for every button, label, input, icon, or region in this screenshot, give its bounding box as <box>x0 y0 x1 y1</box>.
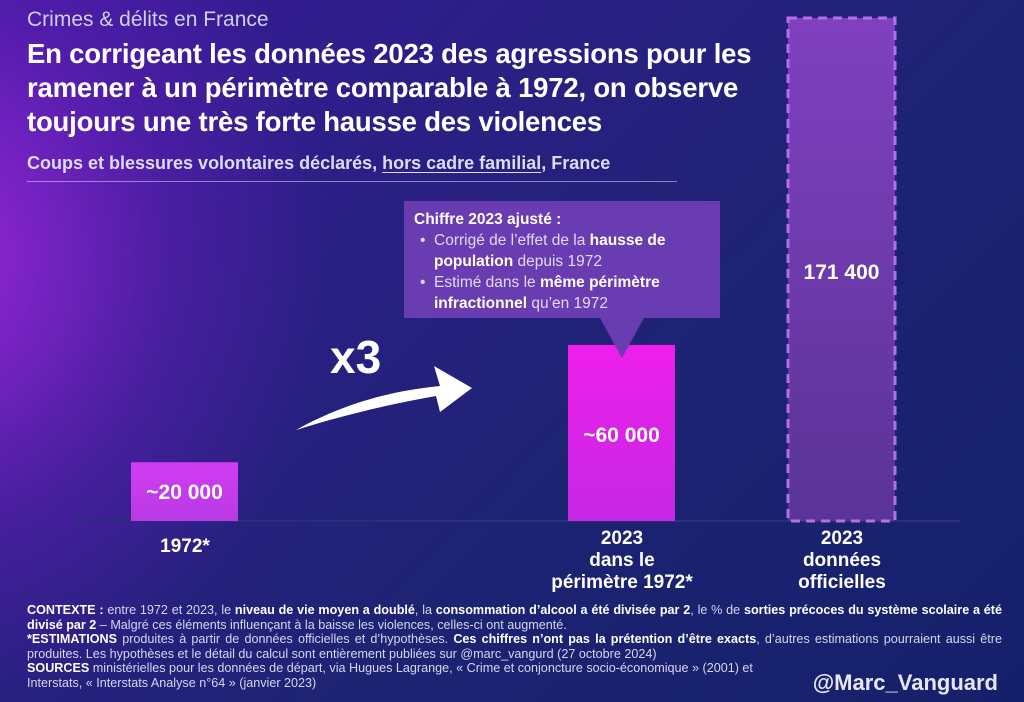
callout-b2-c: qu’en 1972 <box>527 295 609 312</box>
context-text-6: sorties précoces du système scolaire a é… <box>27 603 1002 632</box>
category-1972-line-1: 1972* <box>160 536 210 557</box>
chart-title: En corrigeant les données 2023 des agres… <box>27 38 752 137</box>
category-label-2023-official: 2023 données officielles <box>770 528 914 594</box>
context-text-5: , le % de <box>690 603 744 617</box>
multiplier-label: x3 <box>330 331 382 383</box>
subtitle-part-1: Coups et blessures volontaires déclarés, <box>27 153 383 173</box>
context-text-4: consommation d’alcool a été divisée par … <box>435 603 691 617</box>
estimations-text-1: produites à partir de données officielle… <box>117 632 454 647</box>
callout-pointer <box>600 318 644 358</box>
context-text-1: entre 1972 et 2023, le <box>103 603 235 617</box>
growth-arrow <box>296 366 472 430</box>
category-off-line-2: données <box>802 550 882 571</box>
subtitle-divider <box>27 181 677 182</box>
bar-1972 <box>131 462 238 521</box>
bar-2023-adjusted <box>568 344 675 521</box>
topic-label: Crimes & délits en France <box>27 8 269 31</box>
author-handle: @Marc_Vanguard <box>812 670 998 695</box>
sources-text: ministérielles pour les données de dépar… <box>27 661 753 690</box>
value-label-1972: ~20 000 <box>146 481 223 504</box>
callout-bullet-2: Estimé dans le même périmètre infraction… <box>414 272 710 314</box>
context-text-3: , la <box>414 603 436 617</box>
category-label-1972: 1972* <box>110 536 260 558</box>
callout-b2-b: même périmètre infractionnel <box>434 274 660 312</box>
sources-label: SOURCES <box>27 661 90 676</box>
subtitle-part-3: , France <box>541 153 611 173</box>
category-adj-line-2: dans le <box>589 550 655 571</box>
value-label-2023-official: 171 400 <box>803 261 880 284</box>
category-off-line-3: officielles <box>798 572 886 593</box>
estimations-text-3: , d’autres estimations pourraient aussi … <box>27 632 1002 661</box>
callout-b2-a: Estimé dans le <box>434 274 540 291</box>
callout-b1-b: hausse de population <box>434 232 666 270</box>
chart-subtitle: Coups et blessures volontaires déclarés,… <box>27 153 610 174</box>
context-note: CONTEXTE : entre 1972 et 2023, le niveau… <box>27 603 1002 632</box>
estimations-label: *ESTIMATIONS <box>27 632 118 647</box>
context-text-2: niveau de vie moyen a doublé <box>234 603 415 617</box>
category-adj-line-3: périmètre 1972* <box>551 572 693 593</box>
callout-title: Chiffre 2023 ajusté : <box>414 211 562 228</box>
value-label-2023-adjusted: ~60 000 <box>583 424 660 447</box>
sources-note: SOURCES ministérielles pour les données … <box>27 661 807 690</box>
bar-2023-official <box>786 16 897 523</box>
callout-bullet-1: Corrigé de l’effet de la hausse de popul… <box>414 230 710 272</box>
footnotes: CONTEXTE : entre 1972 et 2023, le niveau… <box>27 603 1002 691</box>
callout-b1-c: depuis 1972 <box>513 253 602 270</box>
subtitle-underlined: hors cadre familial <box>382 153 542 173</box>
estimations-note: *ESTIMATIONS produites à partir de donné… <box>27 632 1002 661</box>
category-off-line-1: 2023 <box>820 528 864 549</box>
context-label: CONTEXTE : <box>27 603 104 617</box>
category-adj-line-1: 2023 <box>600 528 644 549</box>
context-text-7: – Malgré ces éléments influençant à la b… <box>96 617 567 632</box>
callout-b1-a: Corrigé de l’effet de la <box>434 232 590 249</box>
category-label-2023-adjusted: 2023 dans le périmètre 1972* <box>530 528 714 594</box>
estimations-text-2: Ces chiffres n’ont pas la prétention d’ê… <box>453 632 757 647</box>
callout-box: Chiffre 2023 ajusté : Corrigé de l’effet… <box>404 201 720 318</box>
